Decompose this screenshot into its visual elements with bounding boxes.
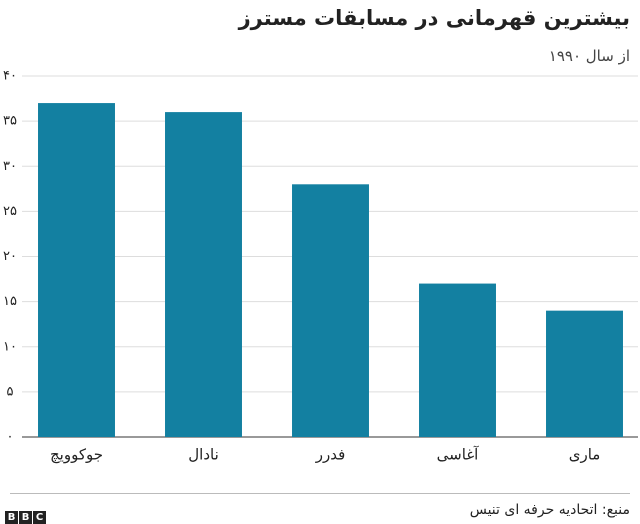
bar: [165, 112, 242, 437]
x-tick-label: آغاسی: [437, 446, 479, 464]
source: منبع: اتحادیه حرفه ای تنیس: [469, 502, 630, 518]
bar: [38, 103, 115, 437]
x-tick-label: فدرر: [315, 446, 346, 464]
y-tick-label: ۰: [7, 430, 14, 445]
y-tick-label: ۳۰: [3, 159, 17, 174]
y-tick-label: ۲۵: [3, 204, 17, 219]
logo-letter: B: [19, 511, 32, 524]
bar: [292, 184, 369, 437]
bar: [419, 283, 496, 437]
x-tick-label: جوکوویچ: [50, 446, 103, 464]
y-tick-label: ۱۵: [3, 294, 17, 309]
y-tick-label: ۱۰: [3, 339, 17, 354]
y-tick-label: ۵: [7, 384, 14, 399]
y-tick-label: ۴۰: [3, 69, 17, 84]
y-tick-label: ۲۰: [3, 249, 17, 264]
logo-letter: C: [33, 511, 46, 524]
logo-letter: B: [5, 511, 18, 524]
x-tick-label: ماری: [569, 446, 601, 464]
y-tick-label: ۳۵: [3, 114, 17, 129]
subtitle: از سال ۱۹۹۰: [548, 47, 630, 65]
bar: [546, 310, 623, 437]
x-tick-label: نادال: [188, 446, 219, 464]
footer-rule: [10, 493, 630, 494]
chart-title: بیشترین قهرمانی در مسابقات مسترز: [238, 6, 630, 30]
